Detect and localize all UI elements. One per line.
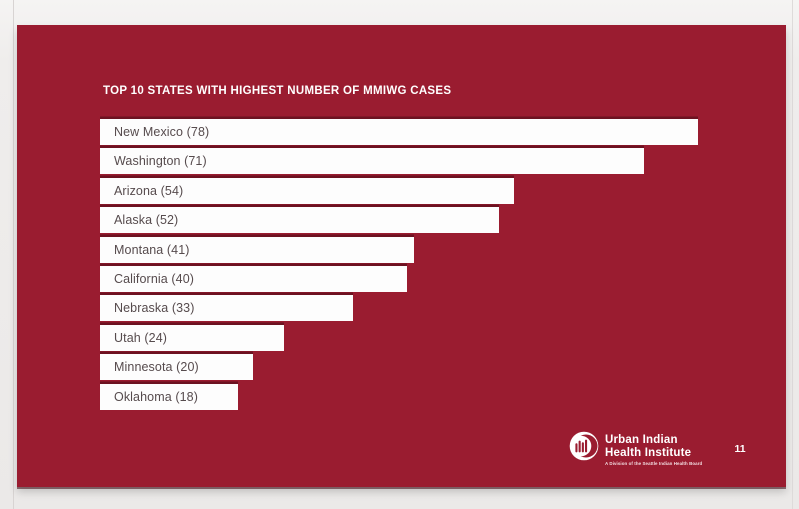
bar-row: New Mexico (78) [100,119,740,145]
scan-margin-line-left [13,0,14,509]
bar-chart: New Mexico (78) Washington (71) Arizona (5… [100,119,740,410]
bar-alaska: Alaska (52) [100,207,499,234]
bar-new-mexico: New Mexico (78) [100,119,698,145]
chart-title: TOP 10 STATES WITH HIGHEST NUMBER OF MMI… [103,85,452,97]
bar-nebraska: Nebraska (33) [100,295,353,322]
bar-utah: Utah (24) [100,324,284,351]
bar-label: Minnesota (20) [114,360,199,375]
bar-label: Utah (24) [114,330,168,345]
bar-minnesota: Minnesota (20) [100,354,254,381]
bar-california: California (40) [100,265,407,292]
bar-row: Washington (71) [100,148,740,175]
uihi-logo-text: Urban Indian Health Institute A Division… [605,431,702,466]
bar-label: Nebraska (33) [114,301,195,316]
bar-row: Oklahoma (18) [100,383,740,410]
uihi-logo-icon [569,431,599,461]
org-name-line2: Health Institute [605,446,692,459]
uihi-logo: Urban Indian Health Institute A Division… [569,431,702,466]
bar-row: Alaska (52) [100,207,740,234]
bar-row: Nebraska (33) [100,295,740,322]
bar-row: Minnesota (20) [100,354,740,381]
bar-row: Montana (41) [100,236,740,263]
bar-montana: Montana (41) [100,236,415,263]
bar-oklahoma: Oklahoma (18) [100,383,238,410]
bar-label: Alaska (52) [114,213,179,228]
bar-label: Arizona (54) [114,183,184,198]
bar-label: Oklahoma (18) [114,389,198,404]
bar-label: California (40) [114,271,195,286]
bar-label: Montana (41) [114,242,190,257]
bar-row: California (40) [100,265,740,292]
bar-arizona: Arizona (54) [100,177,514,204]
bar-label: Washington (71) [114,154,207,169]
bar-label: New Mexico (78) [114,125,210,139]
page-number: 11 [734,443,746,455]
report-slide: TOP 10 STATES WITH HIGHEST NUMBER OF MMI… [17,25,786,487]
bar-row: Utah (24) [100,324,740,351]
scan-margin-line-right [792,0,793,509]
bar-washington: Washington (71) [100,148,645,175]
org-tagline: A Division of the Seattle Indian Health … [605,461,703,466]
bar-row: Arizona (54) [100,177,740,204]
org-name-line1: Urban Indian [605,434,678,446]
